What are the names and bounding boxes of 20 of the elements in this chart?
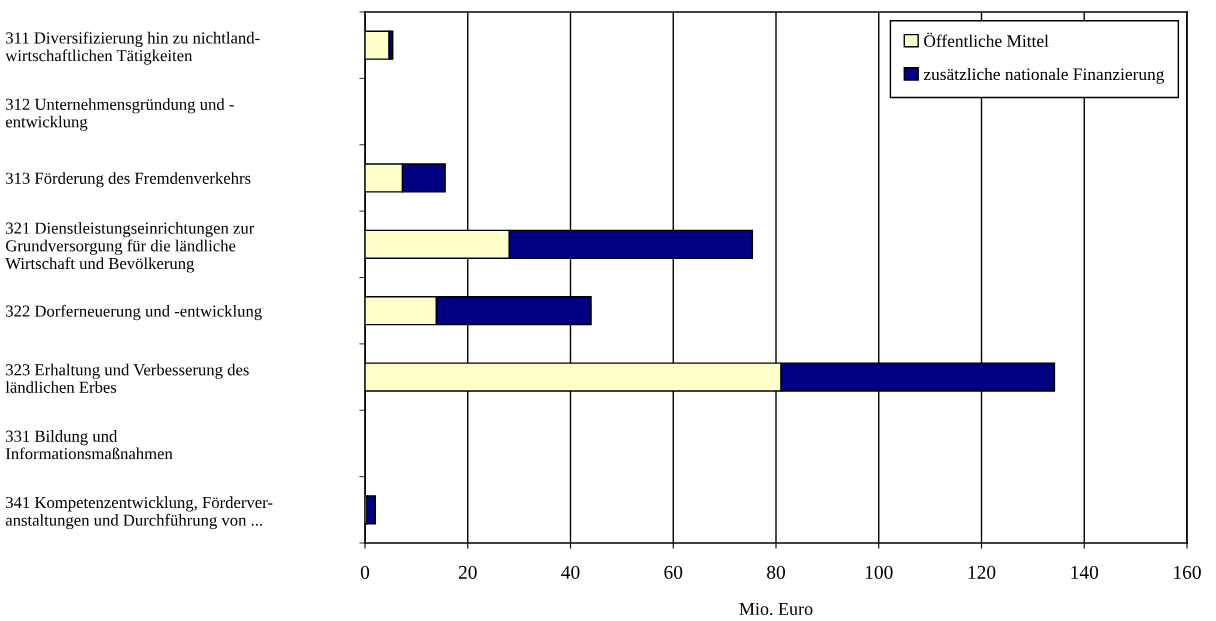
x-tick-label: 60 <box>664 565 683 579</box>
y-tick-label: 321 Dienstleistungseinrichtungen zur Grundversorgung für die ländliche Wirtschaft und Bevölkerung <box>5 222 255 273</box>
x-tick-label: 140 <box>1071 565 1099 579</box>
x-tick-label: 0 <box>360 565 370 579</box>
legend-label: Öffentliche Mittel <box>924 32 1049 47</box>
x-tick-label: 160 <box>1174 565 1201 579</box>
x-axis-title: Mio. Euro <box>739 602 813 616</box>
x-tick-label: 80 <box>767 565 785 579</box>
x-tick-label: 100 <box>865 565 893 579</box>
y-tick-label: 323 Erhaltung und Verbesserung des ländlichen Erbes <box>5 363 249 393</box>
y-tick-label: 331 Bildung und Informationsmaßnahmen <box>5 430 173 460</box>
y-tick-label: 322 Dorferneuerung und -entwicklung <box>6 304 262 321</box>
y-tick-label: 311 Diversifizierung hin zu nichtland- wirtschaftlichen Tätigkeiten <box>5 31 260 65</box>
x-tick-label: 120 <box>968 565 996 579</box>
y-tick-label: 341 Kompetenzentwicklung, Förderver- anstaltungen und Durchführung von ... <box>5 496 273 530</box>
y-tick-label: 313 Förderung des Fremdenverkehrs <box>6 172 251 188</box>
x-tick-label: 20 <box>458 565 477 579</box>
x-tick-label: 40 <box>561 565 580 579</box>
legend-label: zusätzliche nationale Finanzierung <box>923 67 1165 84</box>
y-tick-label: 312 Unternehmensgründung und - entwicklung <box>5 98 234 131</box>
